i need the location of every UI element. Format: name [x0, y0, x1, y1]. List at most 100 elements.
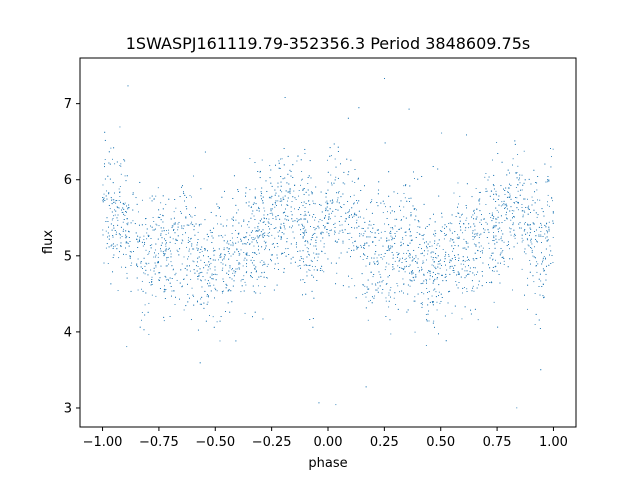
data-point [491, 282, 493, 284]
data-point [142, 245, 144, 247]
data-point [183, 256, 185, 258]
data-point [433, 301, 434, 303]
data-point [412, 259, 414, 261]
data-point [485, 204, 487, 205]
data-point [181, 239, 183, 241]
data-point [273, 228, 275, 229]
data-point [199, 268, 201, 270]
x-tick-label: 0.50 [426, 435, 455, 450]
data-point [299, 265, 301, 266]
data-point [363, 245, 365, 246]
data-point [513, 216, 515, 218]
data-point [402, 257, 403, 259]
data-point [472, 258, 474, 260]
data-point [292, 196, 294, 198]
data-point [466, 270, 468, 272]
data-point [287, 155, 289, 157]
data-point [495, 238, 497, 240]
data-point [492, 258, 494, 260]
data-point [436, 257, 438, 259]
data-point [191, 221, 193, 223]
data-point [374, 253, 376, 255]
data-point [118, 233, 120, 235]
data-point [199, 252, 201, 253]
data-point [409, 228, 410, 230]
data-point [456, 274, 457, 276]
data-point [279, 226, 281, 228]
data-point [416, 263, 418, 264]
data-point [114, 209, 115, 211]
data-point [530, 239, 532, 241]
data-point [306, 247, 308, 249]
data-point [367, 227, 369, 229]
data-point [116, 200, 118, 201]
data-point [223, 249, 225, 251]
data-point [179, 211, 181, 212]
data-point [521, 237, 523, 239]
data-point [409, 253, 411, 254]
data-point [509, 195, 511, 197]
data-point [109, 163, 111, 165]
data-point [298, 195, 300, 197]
data-point [122, 221, 124, 223]
data-point [397, 265, 399, 267]
data-point [243, 275, 245, 277]
data-point [495, 207, 497, 209]
data-point [235, 219, 237, 221]
data-point [474, 225, 476, 227]
data-point [378, 271, 380, 273]
data-point [104, 166, 105, 168]
data-point [410, 212, 412, 213]
data-point [206, 233, 208, 235]
data-point [398, 228, 400, 230]
data-point [526, 238, 528, 240]
data-point [360, 190, 362, 191]
data-point [324, 227, 326, 229]
data-point [312, 318, 314, 319]
data-point [171, 227, 173, 229]
data-point [266, 190, 268, 192]
data-point [240, 249, 242, 251]
data-point [315, 186, 317, 188]
data-point [460, 229, 462, 231]
data-point [374, 283, 376, 285]
data-point [471, 290, 473, 292]
data-point [435, 253, 437, 255]
data-point [109, 208, 111, 210]
data-point [438, 273, 440, 275]
data-point [229, 277, 231, 279]
data-point [491, 212, 493, 214]
data-point [109, 178, 111, 180]
data-point [264, 218, 266, 220]
data-point [251, 213, 253, 215]
data-point [120, 245, 122, 247]
data-point [229, 311, 231, 313]
y-tick-label: 7 [64, 97, 72, 112]
data-point [254, 162, 256, 164]
data-point [189, 270, 191, 272]
data-point [492, 218, 494, 220]
data-point [414, 208, 416, 209]
data-point [144, 265, 146, 267]
data-point [204, 249, 206, 251]
data-point [313, 297, 315, 299]
data-point [280, 236, 282, 238]
data-point [427, 243, 429, 245]
data-point [327, 189, 329, 191]
data-point [269, 177, 271, 179]
data-point [263, 240, 265, 242]
data-point [464, 306, 466, 308]
data-point [117, 219, 119, 221]
data-point [492, 227, 494, 229]
data-point [341, 224, 343, 226]
data-point [458, 236, 460, 238]
data-point [307, 183, 309, 184]
data-point [376, 289, 378, 291]
data-point [131, 262, 133, 264]
data-point [460, 263, 462, 265]
data-point [329, 208, 331, 210]
data-point [244, 257, 246, 259]
data-point [435, 232, 437, 234]
data-point [254, 252, 256, 254]
